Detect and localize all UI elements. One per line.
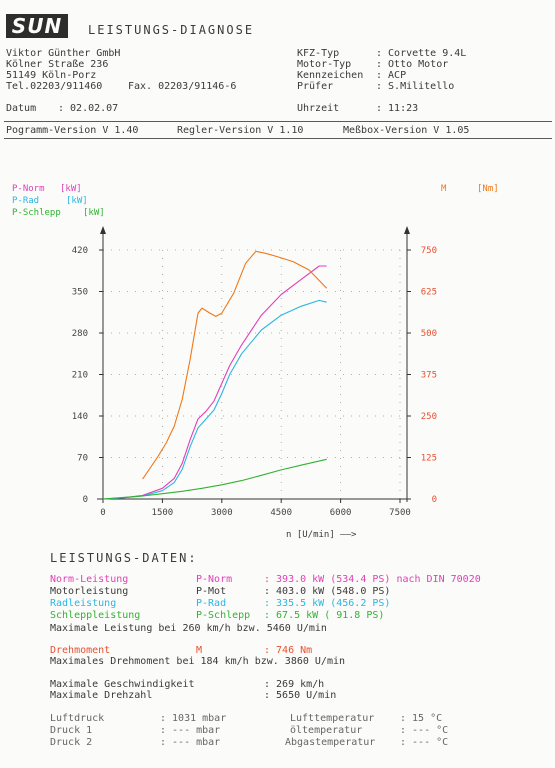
y-left-tick-label: 140 (72, 412, 88, 422)
oil-temp-label: öltemperatur (290, 725, 363, 736)
max-speed-value: : 269 km/h (264, 679, 325, 690)
y-left-tick-label: 420 (72, 246, 88, 256)
engine-power-sym: P-Mot (196, 586, 227, 597)
y-right-tick-label: 625 (421, 288, 437, 298)
y-right-tick-label: 0 (432, 495, 437, 505)
legend-p-schlepp-unit: [kW] (83, 208, 105, 218)
time-value: : 11:23 (376, 103, 419, 114)
chart-grid (103, 249, 401, 499)
exhaust-temp-value: : --- °C (400, 737, 449, 748)
y-right-tick-label: 125 (421, 454, 437, 464)
chart-axes (97, 226, 410, 502)
engine-power-name: Motorleistung (50, 586, 129, 597)
legend-p-rad: P-Rad (12, 196, 40, 206)
air-pressure-value: : 1031 mbar (160, 713, 227, 724)
y-axis-left-arrow (100, 226, 106, 234)
company-city: 51149 Köln-Porz (6, 70, 97, 81)
air-pressure-label: Luftdruck (50, 713, 105, 724)
pressure2-value: : --- mbar (160, 737, 221, 748)
inspector-label: Prüfer (297, 81, 334, 92)
p-schlepp-line (102, 458, 327, 500)
air-temp-label: Lufttemperatur (290, 713, 375, 724)
company-street: Kölner Straße 236 (6, 59, 109, 70)
x-axis-label: n [U/min] ——> (286, 530, 357, 540)
measurebox-version: Meßbox-Version V 1.05 (343, 125, 470, 136)
y-right-tick-label: 500 (421, 329, 437, 339)
max-torque-line: Maximales Drehmoment bei 184 km/h bzw. 3… (50, 656, 346, 667)
torque-symbol: M (196, 645, 203, 656)
date-label: Datum (6, 103, 37, 114)
wheel-power-sym: P-Rad (196, 598, 227, 609)
vehicle-type-label: KFZ-Typ (297, 48, 340, 59)
company-fax: Fax. 02203/91146-6 (128, 81, 237, 92)
page-title: LEISTUNGS-DIAGNOSE (88, 23, 255, 37)
plate-value: : ACP (376, 70, 407, 81)
drag-power-val: : 67.5 kW ( 91.8 PS) (264, 610, 385, 621)
controller-version: Regler-Version V 1.10 (177, 125, 304, 136)
y-left-tick-label: 210 (72, 371, 88, 381)
x-tick-label: 6000 (330, 508, 352, 518)
legend-p-schlepp: P-Schlepp (12, 208, 61, 218)
norm-power-name: Norm-Leistung (50, 574, 129, 585)
x-tick-label: 7500 (389, 508, 411, 518)
vehicle-type-value: : Corvette 9.4L (376, 48, 467, 59)
torque-name: Drehmoment (50, 645, 111, 656)
legend-p-rad-unit: [kW] (66, 196, 88, 206)
legend-torque: M (441, 184, 447, 194)
max-rpm-label: Maximale Drehzahl (50, 690, 153, 701)
time-label: Uhrzeit (297, 103, 340, 114)
pressure1-label: Druck 1 (50, 725, 93, 736)
x-tick-label: 3000 (211, 508, 233, 518)
pressure2-label: Druck 2 (50, 737, 93, 748)
y-left-tick-label: 70 (77, 454, 88, 464)
max-speed-label: Maximale Geschwindigkeit (50, 679, 195, 690)
engine-power-val: : 403.0 kW (548.0 PS) (264, 586, 391, 597)
legend-torque-unit: [Nm] (477, 184, 499, 194)
plate-label: Kennzeichen (297, 70, 364, 81)
inspector-value: : S.Militello (376, 81, 455, 92)
drag-power-name: Schleppleistung (50, 610, 141, 621)
company-phone: Tel.02203/911460 (6, 81, 103, 92)
y-right-tick-label: 750 (421, 246, 437, 256)
p-rad-line (102, 299, 327, 500)
max-rpm-value: : 5650 U/min (264, 690, 337, 701)
max-power-line: Maximale Leistung bei 260 km/h bzw. 5460… (50, 623, 327, 634)
x-tick-label: 1500 (152, 508, 174, 518)
oil-temp-value: : --- °C (400, 725, 449, 736)
company-name: Viktor Günther GmbH (6, 48, 121, 59)
torque-value: : 746 Nm (264, 645, 313, 656)
torque-line (142, 250, 328, 480)
drag-power-sym: P-Schlepp (196, 610, 251, 621)
header-divider-top (4, 121, 552, 122)
x-tick-label: 0 (100, 508, 105, 518)
header-divider-bottom (4, 138, 552, 139)
y-left-tick-label: 350 (72, 288, 88, 298)
chart-lines (102, 250, 328, 500)
x-tick-label: 4500 (270, 508, 292, 518)
norm-power-val: : 393.0 kW (534.4 PS) nach DIN 70020 (264, 574, 481, 585)
engine-type-value: : Otto Motor (376, 59, 449, 70)
y-left-tick-label: 0 (83, 495, 88, 505)
p-norm-line (102, 265, 327, 500)
y-right-tick-label: 375 (421, 371, 437, 381)
norm-power-sym: P-Norm (196, 574, 233, 585)
pressure1-value: : --- mbar (160, 725, 221, 736)
y-right-tick-label: 250 (421, 412, 437, 422)
program-version: Pogramm-Version V 1.40 (6, 125, 139, 136)
wheel-power-val: : 335.5 kW (456.2 PS) (264, 598, 391, 609)
legend-p-norm-unit: [kW] (60, 184, 82, 194)
engine-type-label: Motor-Typ (297, 59, 352, 70)
exhaust-temp-label: Abgastemperatur (285, 737, 376, 748)
date-value: : 02.02.07 (58, 103, 119, 114)
y-left-tick-label: 280 (72, 329, 88, 339)
legend-p-norm: P-Norm (12, 184, 45, 194)
air-temp-value: : 15 °C (400, 713, 443, 724)
y-axis-right-arrow (404, 226, 410, 234)
results-title: LEISTUNGS-DATEN: (50, 551, 198, 565)
sun-logo: SUN (6, 14, 68, 38)
wheel-power-name: Radleistung (50, 598, 117, 609)
